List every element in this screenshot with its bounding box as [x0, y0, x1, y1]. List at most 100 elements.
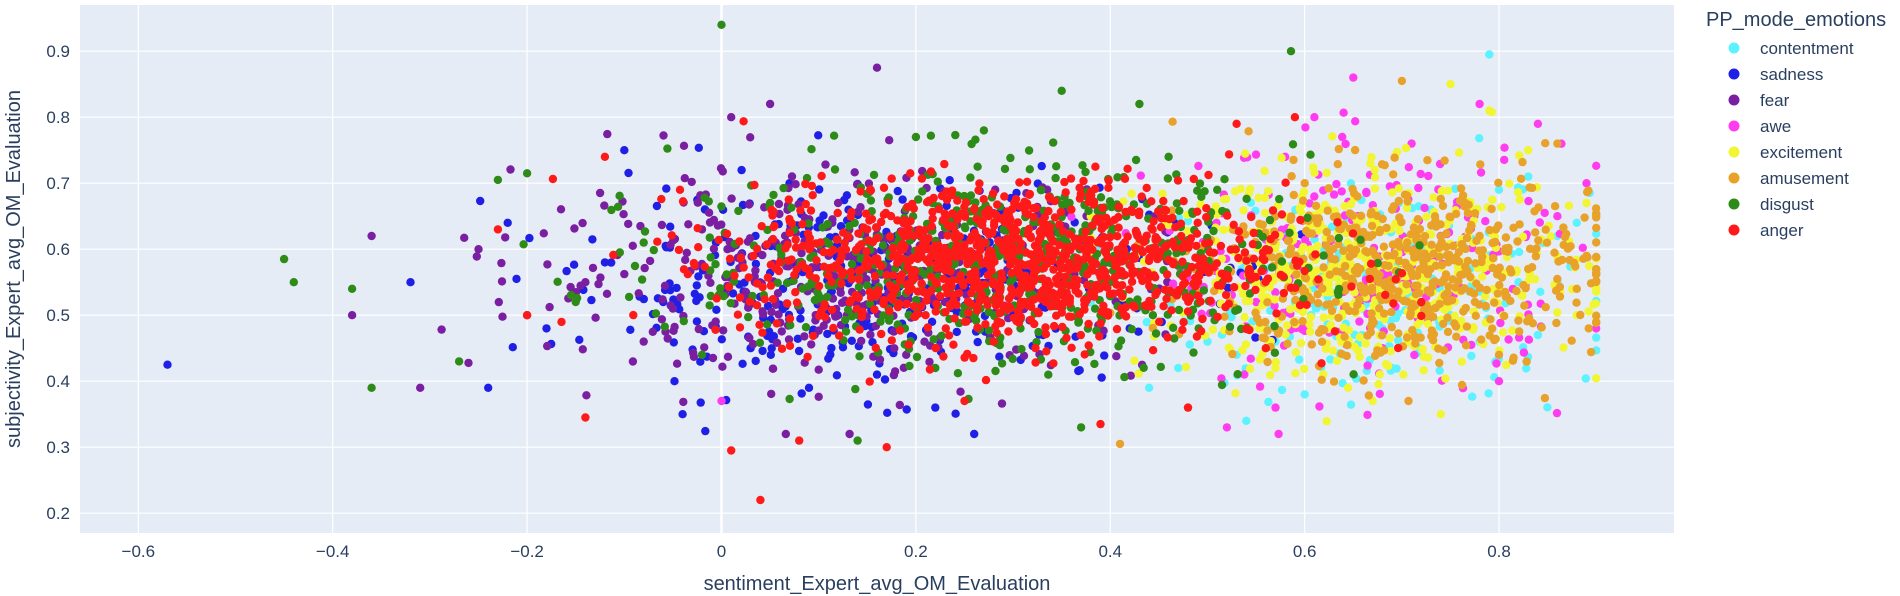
data-point-amusement [1376, 225, 1385, 235]
legend-label: fear [1760, 91, 1790, 110]
data-point-amusement [1437, 278, 1446, 287]
data-point-disgust [615, 248, 624, 257]
data-point-amusement [1311, 201, 1321, 210]
data-point-amusement [1443, 327, 1453, 337]
data-point-fear [791, 180, 800, 189]
data-point-anger [941, 307, 950, 317]
data-point-amusement [1377, 331, 1387, 340]
legend-item-awe[interactable]: awe [1728, 117, 1792, 136]
data-point-amusement [1244, 127, 1253, 136]
data-point-amusement [1328, 244, 1338, 254]
legend-item-amusement[interactable]: amusement [1728, 169, 1850, 188]
data-point-anger [819, 247, 828, 257]
data-point-amusement [1408, 271, 1418, 281]
data-point-contentment [1484, 389, 1493, 398]
data-point-amusement [1494, 221, 1503, 230]
data-point-amusement [1592, 311, 1601, 320]
data-point-anger [964, 308, 973, 317]
data-point-disgust [855, 352, 864, 361]
data-point-anger [493, 225, 503, 234]
data-point-excitement [1524, 276, 1534, 285]
data-point-sadness [503, 218, 512, 227]
data-point-disgust [1220, 175, 1229, 184]
data-point-disgust [961, 223, 970, 233]
data-point-excitement [1245, 364, 1255, 373]
data-point-amusement [1168, 117, 1177, 126]
data-point-awe [1240, 370, 1249, 379]
legend-item-fear[interactable]: fear [1728, 91, 1790, 110]
data-point-excitement [1322, 168, 1331, 178]
data-point-disgust [785, 394, 794, 404]
data-point-amusement [1512, 286, 1521, 296]
data-point-anger [1114, 202, 1124, 211]
data-point-fear [628, 241, 637, 250]
data-point-anger [735, 323, 745, 332]
data-point-amusement [1565, 255, 1574, 265]
data-point-amusement [1486, 315, 1495, 324]
data-point-anger [767, 205, 776, 215]
data-point-amusement [1341, 261, 1350, 271]
data-point-disgust [999, 225, 1008, 234]
data-point-anger [1365, 274, 1375, 284]
data-point-disgust [1052, 162, 1061, 171]
data-point-anger [1084, 319, 1093, 329]
data-point-anger [1159, 196, 1168, 206]
legend-item-sadness[interactable]: sadness [1728, 65, 1824, 84]
data-point-amusement [1572, 298, 1581, 307]
data-point-disgust [851, 384, 860, 394]
data-point-sadness [751, 259, 761, 269]
data-point-sadness [626, 325, 635, 334]
data-point-amusement [1537, 323, 1546, 332]
data-point-disgust [765, 198, 775, 208]
data-point-awe [1362, 188, 1371, 198]
data-point-anger [1311, 250, 1320, 259]
data-point-anger [998, 301, 1007, 310]
data-point-anger [1202, 213, 1211, 222]
data-point-anger [917, 231, 926, 240]
data-point-anger [1042, 347, 1051, 356]
data-point-anger [873, 233, 882, 243]
x-tick-label: −0.6 [122, 542, 156, 561]
data-point-disgust [1151, 329, 1161, 338]
data-point-anger [981, 320, 990, 329]
data-point-anger [1151, 233, 1161, 242]
data-point-fear [758, 309, 768, 319]
data-point-amusement [1464, 200, 1473, 209]
data-point-disgust [863, 281, 872, 290]
data-point-anger [923, 255, 932, 264]
data-point-anger [1317, 359, 1326, 368]
data-point-anger [1100, 246, 1109, 256]
data-point-amusement [1509, 223, 1518, 232]
data-point-anger [1075, 310, 1084, 319]
data-point-anger [1203, 264, 1212, 273]
legend-item-excitement[interactable]: excitement [1728, 143, 1843, 162]
data-point-amusement [1348, 184, 1357, 194]
legend-item-contentment[interactable]: contentment [1728, 39, 1854, 58]
data-point-anger [629, 310, 638, 320]
data-point-amusement [1436, 220, 1445, 229]
data-point-amusement [1541, 139, 1550, 148]
data-point-anger [829, 245, 838, 255]
data-point-anger [1049, 321, 1059, 331]
legend-item-disgust[interactable]: disgust [1728, 195, 1815, 214]
data-point-sadness [796, 314, 805, 323]
data-point-anger [1296, 215, 1305, 225]
data-point-anger [1147, 302, 1156, 311]
data-point-anger [1016, 297, 1026, 306]
data-point-anger [1173, 176, 1183, 185]
data-point-awe [1251, 297, 1261, 307]
data-point-disgust [1306, 150, 1315, 159]
data-point-excitement [1245, 296, 1254, 306]
data-point-fear [704, 208, 714, 217]
data-point-anger [667, 231, 676, 240]
legend-item-anger[interactable]: anger [1728, 221, 1804, 240]
data-point-disgust [279, 254, 289, 264]
data-point-amusement [1427, 326, 1437, 335]
data-point-anger [1137, 192, 1146, 201]
data-point-amusement [1550, 202, 1560, 211]
data-point-excitement [1436, 410, 1445, 419]
data-point-excitement [1181, 362, 1191, 372]
data-point-sadness [607, 258, 616, 267]
data-point-anger [1110, 273, 1119, 282]
data-point-awe [1305, 199, 1314, 208]
